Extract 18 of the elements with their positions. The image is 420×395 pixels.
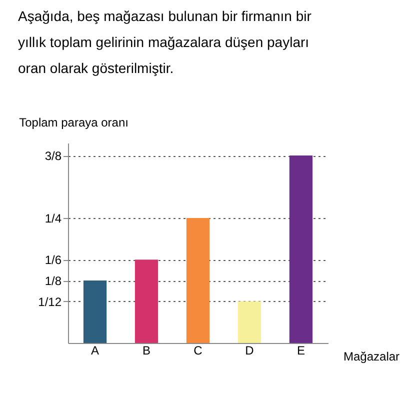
x-tick-label: B (142, 344, 151, 358)
y-tick-label: 1/8 (44, 274, 62, 288)
bar (238, 301, 262, 343)
x-tick-label: A (91, 344, 100, 358)
x-tick-label: D (245, 344, 254, 358)
y-tick-label: 1/4 (44, 212, 62, 226)
bar (83, 280, 107, 343)
y-tick-label: 1/12 (38, 294, 62, 309)
x-tick-label: E (296, 344, 305, 358)
x-tick-label: C (194, 344, 203, 358)
bar (186, 218, 210, 343)
x-axis-title: Mağazalar (344, 350, 400, 364)
y-axis-title: Toplam paraya oranı (19, 116, 128, 130)
bar (289, 156, 313, 343)
y-tick-label: 1/6 (44, 253, 62, 268)
y-tick-label: 3/8 (44, 149, 62, 163)
bar (134, 260, 158, 343)
chart-title: Aşağıda, beş mağazası bulunan bir firmanın bir yıllık toplam gelirinin mağazalara düşen payları oran olarak gösterilmiştir. (18, 8, 312, 76)
